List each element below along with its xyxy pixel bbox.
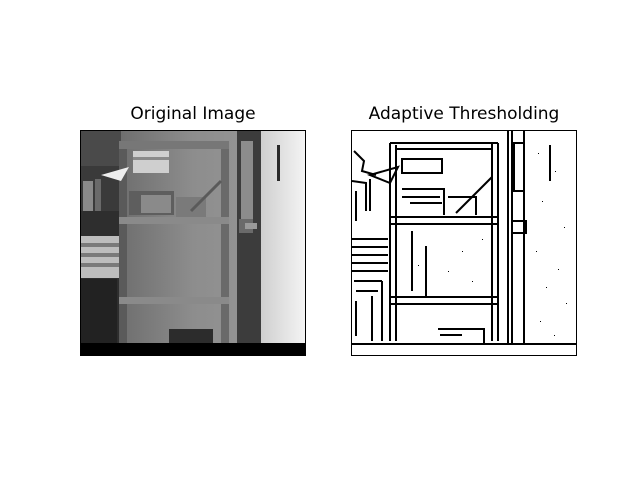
adaptive-thresholding-panel (351, 130, 577, 356)
thresholded-image (352, 131, 576, 355)
original-image-panel (80, 130, 306, 356)
adaptive-thresholding-title: Adaptive Thresholding (368, 104, 560, 124)
original-image (81, 131, 305, 355)
original-image-title: Original Image (130, 104, 256, 124)
